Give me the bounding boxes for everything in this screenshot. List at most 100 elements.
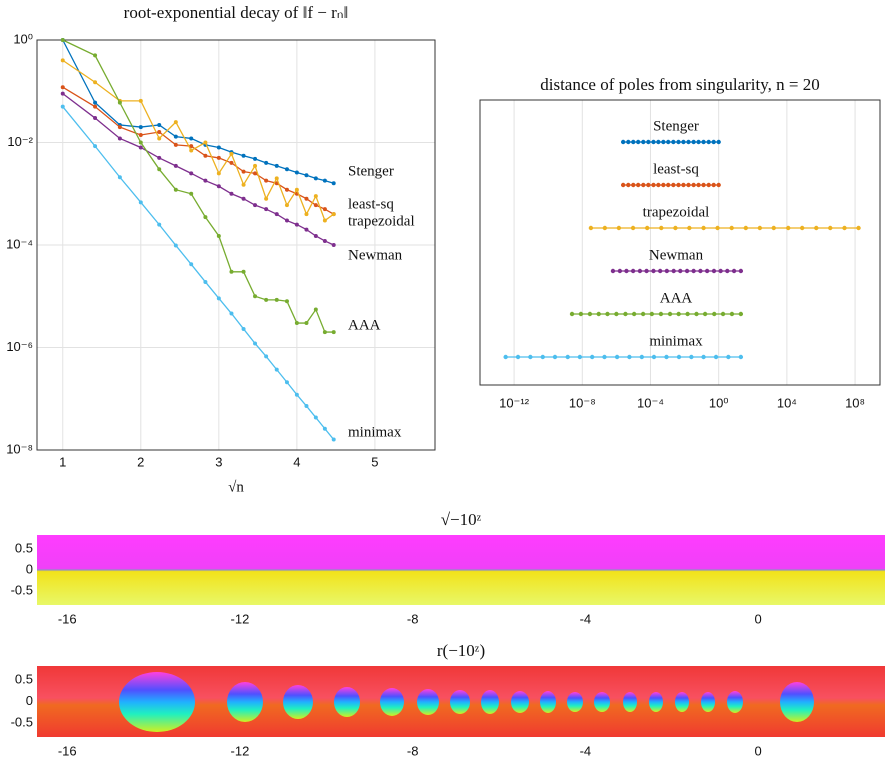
data-point [157, 155, 162, 160]
data-point [304, 173, 309, 178]
pole [676, 139, 681, 145]
pole [623, 311, 628, 317]
series-label: minimax [348, 424, 402, 440]
data-point [60, 104, 65, 109]
data-point [173, 134, 178, 139]
x-tick-label: 10⁰ [709, 395, 729, 410]
data-point [241, 169, 246, 174]
data-point [60, 58, 65, 63]
data-point [241, 153, 246, 158]
pole [626, 182, 631, 188]
pole [540, 354, 545, 360]
data-point [274, 176, 279, 181]
data-point [322, 207, 327, 212]
phase-blob [594, 692, 610, 712]
pole [635, 182, 641, 188]
phase-blob [380, 688, 404, 716]
data-point [203, 153, 208, 158]
pole [602, 225, 608, 231]
pole [569, 311, 575, 317]
pole [651, 354, 657, 360]
phase-blob [780, 682, 814, 722]
data-point [264, 178, 269, 183]
data-point [264, 297, 269, 302]
series-line [62, 59, 335, 222]
pole [701, 225, 706, 231]
pole [720, 311, 726, 317]
pole [828, 225, 833, 231]
data-point [189, 191, 194, 196]
data-point [216, 296, 221, 301]
data-point [294, 170, 299, 175]
pole [587, 311, 593, 317]
pole [578, 311, 584, 317]
pole [691, 268, 696, 274]
pole [589, 354, 595, 360]
pole [676, 354, 682, 360]
pole [691, 182, 696, 188]
pole [577, 354, 583, 360]
pole [661, 182, 666, 188]
data-point [203, 279, 208, 284]
x-tick-label: -16 [58, 611, 77, 626]
pole [644, 225, 650, 231]
pole [605, 311, 610, 317]
x-tick-label: 3 [215, 454, 222, 469]
row-label: AAA [660, 290, 693, 306]
pole [706, 182, 711, 188]
y-tick-label: 10⁻⁸ [6, 441, 33, 456]
pole [694, 311, 699, 317]
pole [814, 225, 819, 231]
axes-box [36, 39, 436, 451]
data-point [304, 321, 309, 326]
pole [676, 311, 681, 317]
chart-title: distance of poles from singularity, n = … [540, 75, 820, 94]
row-label: least-sq [653, 161, 699, 177]
pole [631, 139, 636, 145]
data-point [60, 38, 65, 42]
x-axis-label: √n [228, 479, 244, 495]
pole [712, 311, 717, 317]
phase-blob [649, 692, 663, 712]
phase-blob [334, 687, 360, 717]
pole [726, 354, 731, 360]
phase-blob [417, 689, 439, 715]
phase-blob [675, 692, 689, 712]
pole [664, 268, 670, 274]
poles-pattern [119, 672, 814, 732]
pole [552, 354, 558, 360]
data-point [284, 203, 289, 208]
x-tick-label: 5 [371, 454, 378, 469]
x-tick-label: 10⁻⁸ [569, 395, 596, 410]
pole [630, 268, 636, 274]
data-point [331, 243, 336, 247]
data-point [117, 125, 122, 130]
pole [596, 311, 601, 317]
data-point [322, 238, 327, 243]
x-tick-label: 10⁴ [777, 395, 797, 410]
pole [565, 354, 570, 360]
data-point [294, 222, 299, 227]
pole [528, 354, 533, 360]
pole [635, 139, 641, 145]
pole [640, 311, 646, 317]
pole [624, 268, 629, 274]
row-label: trapezoidal [643, 204, 710, 220]
pole [515, 354, 521, 360]
pole [691, 139, 696, 145]
pole [661, 139, 666, 145]
x-tick-label: 2 [137, 454, 144, 469]
x-tick-label: -12 [231, 611, 250, 626]
data-point [241, 182, 246, 187]
y-tick-label: 0 [26, 561, 33, 576]
data-point [331, 181, 336, 186]
y-tick-label: 0.5 [15, 540, 33, 555]
pole [646, 182, 651, 188]
pole [503, 354, 508, 360]
pole [630, 225, 636, 231]
row-label: Newman [649, 247, 704, 263]
y-tick-label: -0.5 [11, 583, 33, 598]
pole [687, 225, 692, 231]
x-tick-label: 1 [59, 454, 66, 469]
